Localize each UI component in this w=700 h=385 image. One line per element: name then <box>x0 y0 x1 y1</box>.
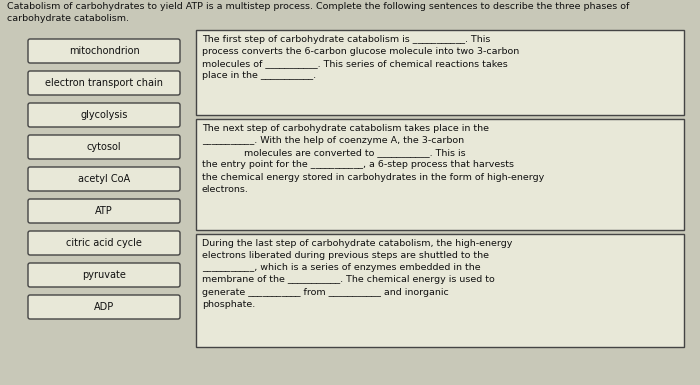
Text: citric acid cycle: citric acid cycle <box>66 238 142 248</box>
Text: electron transport chain: electron transport chain <box>45 78 163 88</box>
Text: cytosol: cytosol <box>87 142 121 152</box>
Text: The first step of carbohydrate catabolism is ___________. This
process converts : The first step of carbohydrate catabolis… <box>202 35 519 80</box>
Text: glycolysis: glycolysis <box>80 110 127 120</box>
Text: ADP: ADP <box>94 302 114 312</box>
Text: ATP: ATP <box>95 206 113 216</box>
FancyBboxPatch shape <box>28 295 180 319</box>
FancyBboxPatch shape <box>196 30 684 115</box>
FancyBboxPatch shape <box>28 263 180 287</box>
FancyBboxPatch shape <box>28 167 180 191</box>
FancyBboxPatch shape <box>28 71 180 95</box>
FancyBboxPatch shape <box>28 231 180 255</box>
FancyBboxPatch shape <box>28 39 180 63</box>
Text: pyruvate: pyruvate <box>82 270 126 280</box>
Text: The next step of carbohydrate catabolism takes place in the
___________. With th: The next step of carbohydrate catabolism… <box>202 124 545 194</box>
FancyBboxPatch shape <box>196 119 684 230</box>
Text: Catabolism of carbohydrates to yield ATP is a multistep process. Complete the fo: Catabolism of carbohydrates to yield ATP… <box>7 2 629 11</box>
FancyBboxPatch shape <box>28 135 180 159</box>
FancyBboxPatch shape <box>28 199 180 223</box>
Text: acetyl CoA: acetyl CoA <box>78 174 130 184</box>
Text: During the last step of carbohydrate catabolism, the high-energy
electrons liber: During the last step of carbohydrate cat… <box>202 239 512 309</box>
Text: carbohydrate catabolism.: carbohydrate catabolism. <box>7 14 129 23</box>
Text: mitochondrion: mitochondrion <box>69 46 139 56</box>
FancyBboxPatch shape <box>28 103 180 127</box>
FancyBboxPatch shape <box>196 234 684 347</box>
